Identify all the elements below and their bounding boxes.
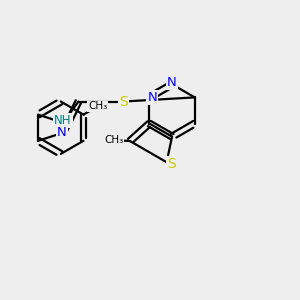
Text: S: S	[167, 157, 176, 171]
Text: NH: NH	[54, 114, 72, 127]
Text: CH₃: CH₃	[88, 101, 107, 112]
Text: N: N	[148, 91, 157, 104]
Text: N: N	[57, 126, 66, 139]
Text: S: S	[118, 94, 127, 109]
Text: CH₃: CH₃	[104, 135, 123, 145]
Text: N: N	[167, 76, 177, 89]
